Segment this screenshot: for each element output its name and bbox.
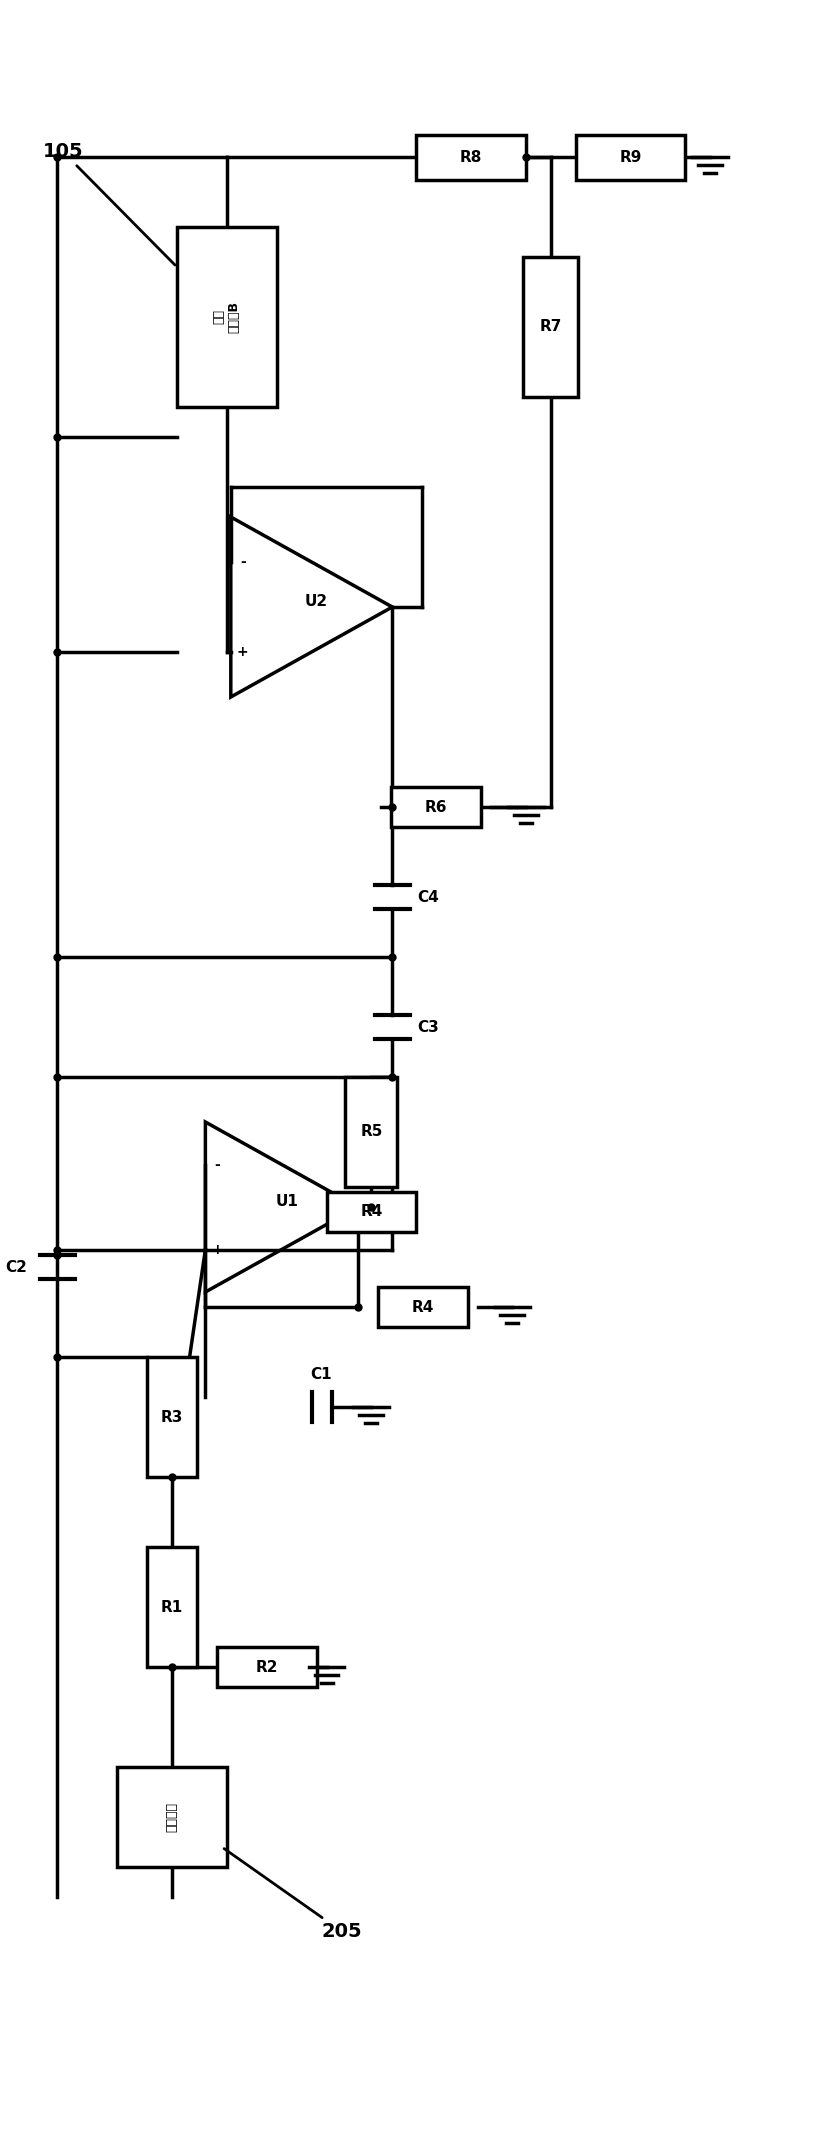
Text: R3: R3 bbox=[161, 1410, 183, 1425]
Text: C3: C3 bbox=[417, 1019, 439, 1034]
Text: R4: R4 bbox=[412, 1299, 434, 1314]
FancyBboxPatch shape bbox=[147, 1547, 197, 1667]
Text: R8: R8 bbox=[460, 150, 482, 165]
FancyBboxPatch shape bbox=[345, 1077, 398, 1186]
FancyBboxPatch shape bbox=[177, 227, 276, 406]
Text: C4: C4 bbox=[417, 889, 439, 904]
FancyBboxPatch shape bbox=[326, 1192, 417, 1233]
FancyBboxPatch shape bbox=[391, 786, 481, 827]
FancyBboxPatch shape bbox=[217, 1648, 316, 1686]
Text: +: + bbox=[212, 1242, 223, 1257]
FancyBboxPatch shape bbox=[576, 135, 686, 180]
FancyBboxPatch shape bbox=[524, 256, 579, 397]
Text: R6: R6 bbox=[425, 799, 447, 814]
Text: -: - bbox=[240, 556, 246, 568]
Text: R5: R5 bbox=[360, 1124, 383, 1139]
Text: C2: C2 bbox=[6, 1259, 27, 1274]
FancyBboxPatch shape bbox=[117, 1767, 227, 1868]
Text: U2: U2 bbox=[305, 594, 328, 609]
Text: C1: C1 bbox=[310, 1368, 332, 1383]
Text: 超声
换能器B: 超声 换能器B bbox=[212, 301, 241, 333]
Text: R9: R9 bbox=[619, 150, 642, 165]
Text: 105: 105 bbox=[42, 141, 175, 265]
Text: +: + bbox=[237, 645, 249, 658]
FancyBboxPatch shape bbox=[378, 1286, 467, 1327]
Text: R1: R1 bbox=[161, 1598, 183, 1613]
Text: R4: R4 bbox=[360, 1205, 383, 1220]
Text: -: - bbox=[214, 1158, 220, 1171]
Text: 205: 205 bbox=[224, 1849, 362, 1940]
Text: R7: R7 bbox=[540, 321, 562, 336]
Text: R2: R2 bbox=[256, 1660, 278, 1675]
Text: U1: U1 bbox=[276, 1195, 298, 1210]
FancyBboxPatch shape bbox=[147, 1357, 197, 1477]
Text: 放大电路: 放大电路 bbox=[165, 1801, 178, 1831]
FancyBboxPatch shape bbox=[417, 135, 526, 180]
